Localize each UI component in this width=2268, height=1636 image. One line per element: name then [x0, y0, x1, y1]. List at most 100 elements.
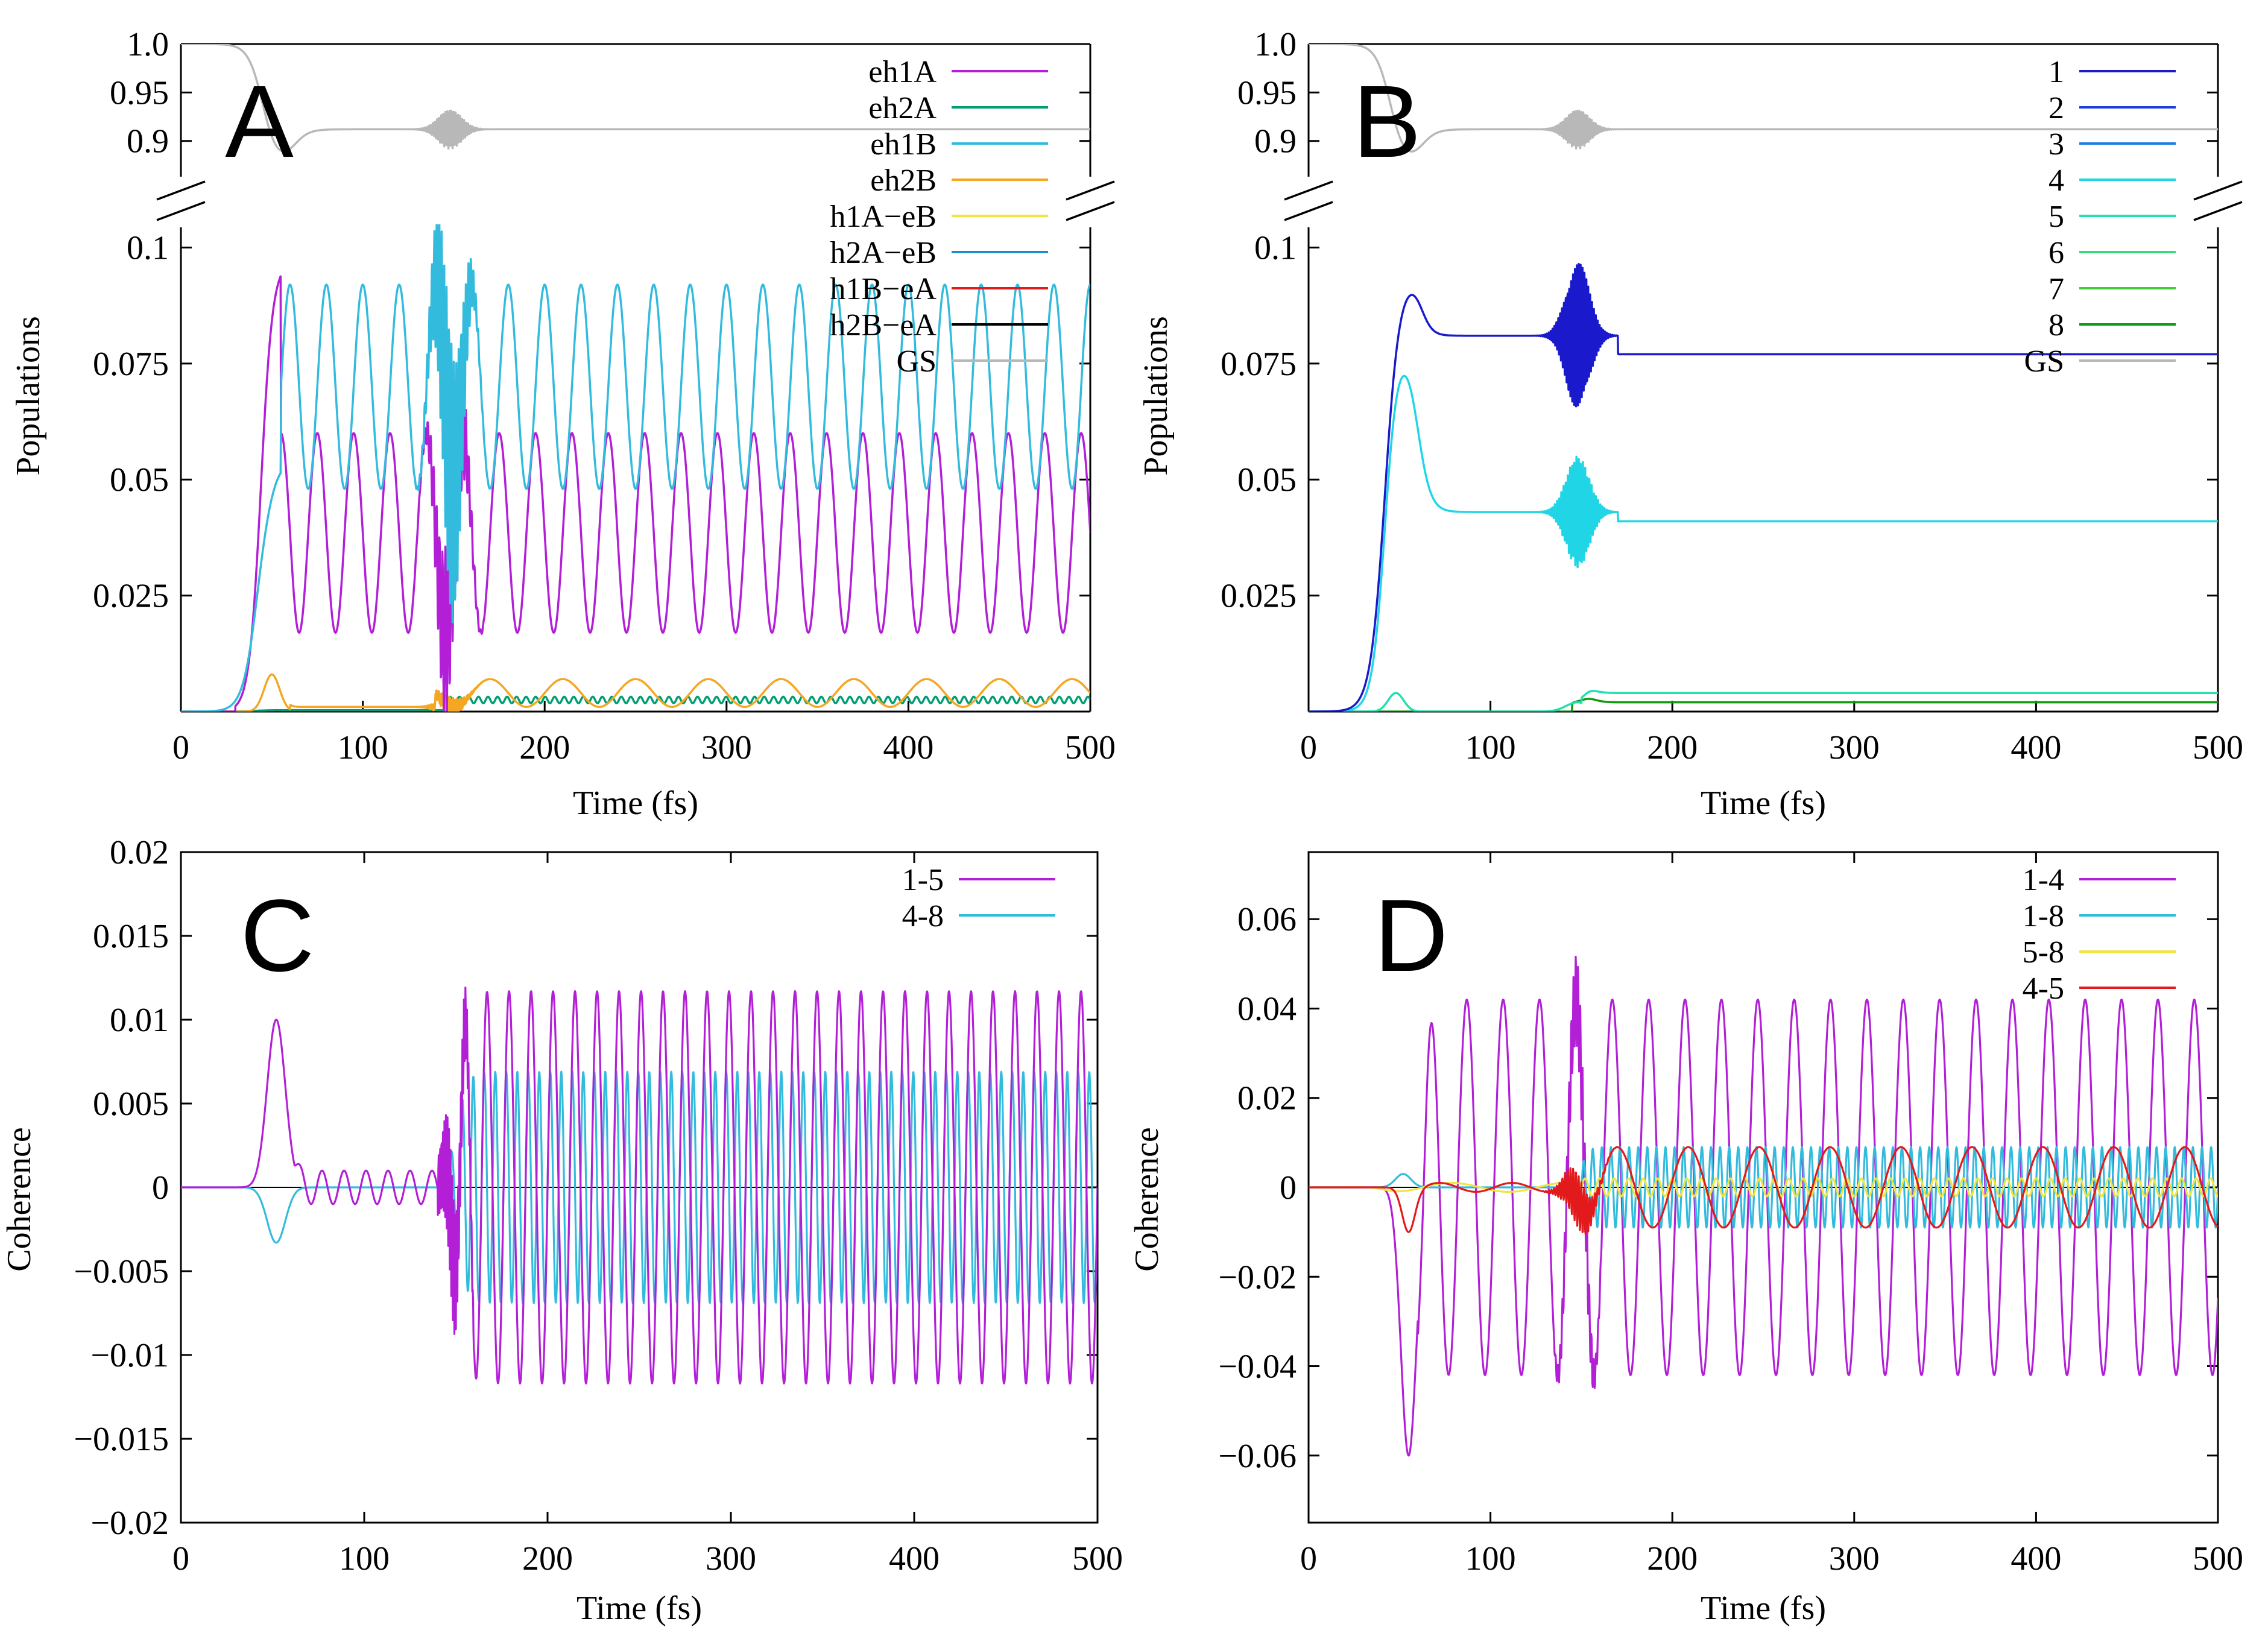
legend-label: 1-5 [902, 863, 944, 897]
series-line-4 [1309, 374, 2218, 712]
x-tick-label: 100 [338, 729, 388, 766]
legend-label: 1 [2048, 55, 2064, 89]
series-line-1-5 [181, 987, 1098, 1385]
y-tick-label: 0.01 [110, 1002, 169, 1039]
series-line-eh2A [181, 695, 1090, 712]
legend-label: 1-8 [2023, 899, 2064, 933]
y-tick-label: −0.02 [90, 1505, 169, 1542]
y-tick-label: 0.05 [110, 461, 169, 499]
x-tick-label: 0 [172, 729, 189, 766]
axis-break-mark [2193, 180, 2243, 201]
axis-break-mark [156, 180, 206, 201]
legend-label: h1A−eB [830, 200, 937, 234]
series-line-eh1B [181, 224, 1090, 712]
y-tick-label: 0.9 [127, 123, 169, 160]
y-tick-label: 0.02 [110, 834, 169, 871]
y-tick-label: 0.95 [1237, 74, 1297, 112]
series-line-4-5 [1309, 1146, 2218, 1235]
x-tick-label: 400 [889, 1540, 940, 1578]
x-tick-label: 200 [1647, 729, 1698, 766]
y-tick-label: 0.075 [93, 346, 169, 383]
y-tick-label: −0.04 [1218, 1348, 1297, 1386]
y-tick-label: 1.0 [127, 26, 169, 63]
y-tick-label: 0.1 [1254, 229, 1297, 267]
panel-letter: B [1353, 65, 1421, 179]
axis-break-mark [156, 201, 206, 221]
y-tick-label: 1.0 [1254, 26, 1297, 63]
legend-label: 5 [2048, 200, 2064, 234]
legend-label: 4 [2048, 163, 2064, 198]
x-tick-label: 100 [339, 1540, 390, 1578]
x-axis-label: Time (fs) [1701, 785, 1826, 822]
y-axis-label: Coherence [1128, 1127, 1166, 1271]
series-line-8 [1309, 698, 2218, 712]
x-tick-label: 400 [883, 729, 933, 766]
legend-label: eh2A [868, 91, 937, 125]
y-tick-label: −0.01 [90, 1337, 169, 1374]
y-tick-label: 0.075 [1221, 346, 1297, 383]
y-axis-label: Coherence [1, 1127, 38, 1271]
legend-label: 1-4 [2023, 863, 2064, 897]
x-tick-label: 400 [2011, 1540, 2061, 1578]
panel-letter: A [225, 65, 294, 179]
legend-label: 3 [2048, 127, 2064, 162]
x-tick-label: 100 [1465, 1540, 1516, 1578]
series-line-eh1A [181, 275, 1090, 712]
y-tick-label: 0.9 [1254, 123, 1297, 160]
x-tick-label: 400 [2011, 729, 2061, 766]
legend-label: 8 [2048, 308, 2064, 343]
x-tick-label: 300 [1829, 1540, 1880, 1578]
legend-label: h1B−eA [830, 272, 937, 306]
axis-break-mark [1066, 180, 1115, 201]
legend-label: 7 [2048, 272, 2064, 306]
panel-letter: D [1374, 879, 1448, 993]
y-tick-label: 0.025 [93, 578, 169, 615]
legend-label: eh1A [868, 55, 937, 89]
legend-label: h2B−eA [830, 308, 937, 343]
x-tick-label: 200 [1647, 1540, 1698, 1578]
legend-label: eh1B [870, 127, 937, 162]
legend-label: 4-5 [2023, 971, 2064, 1006]
x-tick-label: 500 [2193, 1540, 2243, 1578]
axis-break-mark [1066, 201, 1115, 221]
legend-label: 6 [2048, 236, 2064, 270]
y-tick-label: 0 [1280, 1169, 1297, 1207]
x-tick-label: 300 [701, 729, 752, 766]
series-line-5-8 [1309, 1177, 2218, 1198]
series-line-1 [1309, 262, 2218, 712]
x-tick-label: 500 [1072, 1540, 1123, 1578]
x-axis-label: Time (fs) [573, 785, 698, 822]
x-tick-label: 500 [2193, 729, 2243, 766]
y-tick-label: 0.06 [1237, 901, 1297, 938]
y-tick-label: 0.04 [1237, 990, 1297, 1028]
x-tick-label: 200 [519, 729, 570, 766]
y-tick-label: 0.1 [127, 229, 169, 267]
series-line-eh2B [181, 673, 1090, 712]
axis-break-mark [2193, 201, 2243, 221]
axis-break-mark [1284, 180, 1333, 201]
x-axis-label: Time (fs) [1701, 1590, 1826, 1627]
legend-label: 4-8 [902, 899, 944, 933]
series-line-GS [1309, 44, 2218, 153]
x-tick-label: 200 [522, 1540, 573, 1578]
y-tick-label: 0.015 [93, 918, 169, 955]
y-axis-label: Populations [1137, 316, 1175, 475]
legend-label: 5-8 [2023, 935, 2064, 970]
series-line-GS [181, 44, 1090, 153]
y-tick-label: −0.005 [74, 1253, 169, 1290]
y-tick-label: 0.025 [1221, 578, 1297, 615]
y-tick-label: 0 [152, 1169, 169, 1207]
y-tick-label: 0.05 [1237, 461, 1297, 499]
y-tick-label: 0.02 [1237, 1080, 1297, 1117]
legend-label: GS [897, 344, 937, 379]
y-tick-label: 0.005 [93, 1085, 169, 1123]
x-tick-label: 0 [172, 1540, 189, 1578]
x-tick-label: 300 [1829, 729, 1880, 766]
y-tick-label: −0.06 [1218, 1438, 1297, 1475]
axis-break-mark [1284, 201, 1333, 221]
series-line-5 [1309, 690, 2218, 712]
legend-label: eh2B [870, 163, 937, 198]
x-tick-label: 300 [706, 1540, 756, 1578]
